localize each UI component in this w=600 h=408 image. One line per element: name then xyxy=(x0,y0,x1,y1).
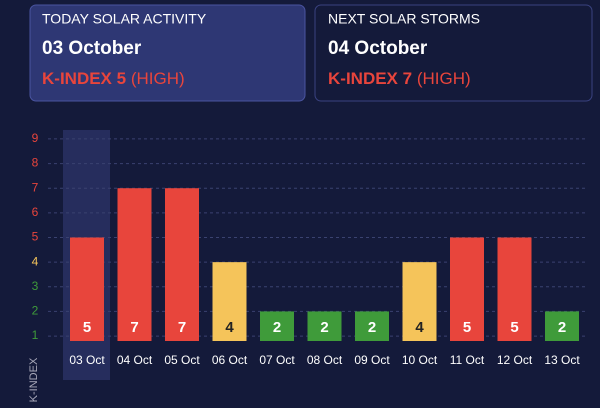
bar-label: 5 xyxy=(463,319,471,336)
y-tick-label: 2 xyxy=(32,304,39,318)
bar-label: 4 xyxy=(415,319,424,336)
bar xyxy=(402,262,437,341)
x-tick-label: 09 Oct xyxy=(354,353,390,367)
bar xyxy=(450,237,484,341)
bar xyxy=(497,237,532,341)
x-tick-label: 10 Oct xyxy=(402,353,438,367)
bar-label: 5 xyxy=(83,319,91,336)
y-tick-label: 7 xyxy=(32,180,39,194)
card-heading: TODAY SOLAR ACTIVITY xyxy=(42,11,207,27)
bar-label: 2 xyxy=(320,319,328,336)
bar-label: 7 xyxy=(130,319,138,336)
x-tick-label: 12 Oct xyxy=(497,353,533,367)
x-tick-label: 08 Oct xyxy=(307,353,343,367)
x-tick-label: 06 Oct xyxy=(212,353,248,367)
bar xyxy=(165,188,199,341)
level: (HIGH) xyxy=(131,69,185,88)
bar-label: 2 xyxy=(273,319,281,336)
index: K-INDEX 5 xyxy=(42,69,126,88)
bar xyxy=(70,237,104,341)
bar xyxy=(212,262,247,341)
y-tick-label: 8 xyxy=(32,156,39,170)
bar xyxy=(307,311,342,341)
bar-label: 2 xyxy=(368,319,376,336)
bar xyxy=(355,311,389,341)
y-tick-label: 9 xyxy=(32,131,39,145)
today-card xyxy=(29,4,306,102)
card-date: 03 October xyxy=(42,38,142,59)
y-tick-label: 1 xyxy=(32,328,39,342)
x-tick-label: 03 Oct xyxy=(69,353,105,367)
bar xyxy=(545,311,579,341)
x-tick-label: 11 Oct xyxy=(450,353,485,367)
bar xyxy=(260,311,294,341)
bar-label: 7 xyxy=(178,319,186,336)
bar-label: 4 xyxy=(225,319,234,336)
index: K-INDEX 7 xyxy=(328,69,412,88)
bar xyxy=(117,188,152,341)
y-tick-label: 5 xyxy=(32,230,39,244)
y-tick-label: 6 xyxy=(32,205,39,219)
bar-label: 2 xyxy=(558,319,566,336)
y-tick-label: 3 xyxy=(32,279,39,293)
card-date: 04 October xyxy=(328,38,428,59)
y-axis-label: K-INDEX xyxy=(28,357,40,402)
y-tick-label: 4 xyxy=(32,254,39,268)
storm-card xyxy=(314,4,593,102)
card-heading: NEXT SOLAR STORMS xyxy=(328,11,480,27)
x-tick-label: 13 Oct xyxy=(544,353,580,367)
x-tick-label: 05 Oct xyxy=(164,353,200,367)
bar-label: 5 xyxy=(510,319,518,336)
level: (HIGH) xyxy=(417,69,471,88)
x-tick-label: 04 Oct xyxy=(117,353,153,367)
card-index: K-INDEX 7 (HIGH) xyxy=(328,69,471,88)
x-tick-label: 07 Oct xyxy=(259,353,295,367)
card-index: K-INDEX 5 (HIGH) xyxy=(42,69,185,88)
